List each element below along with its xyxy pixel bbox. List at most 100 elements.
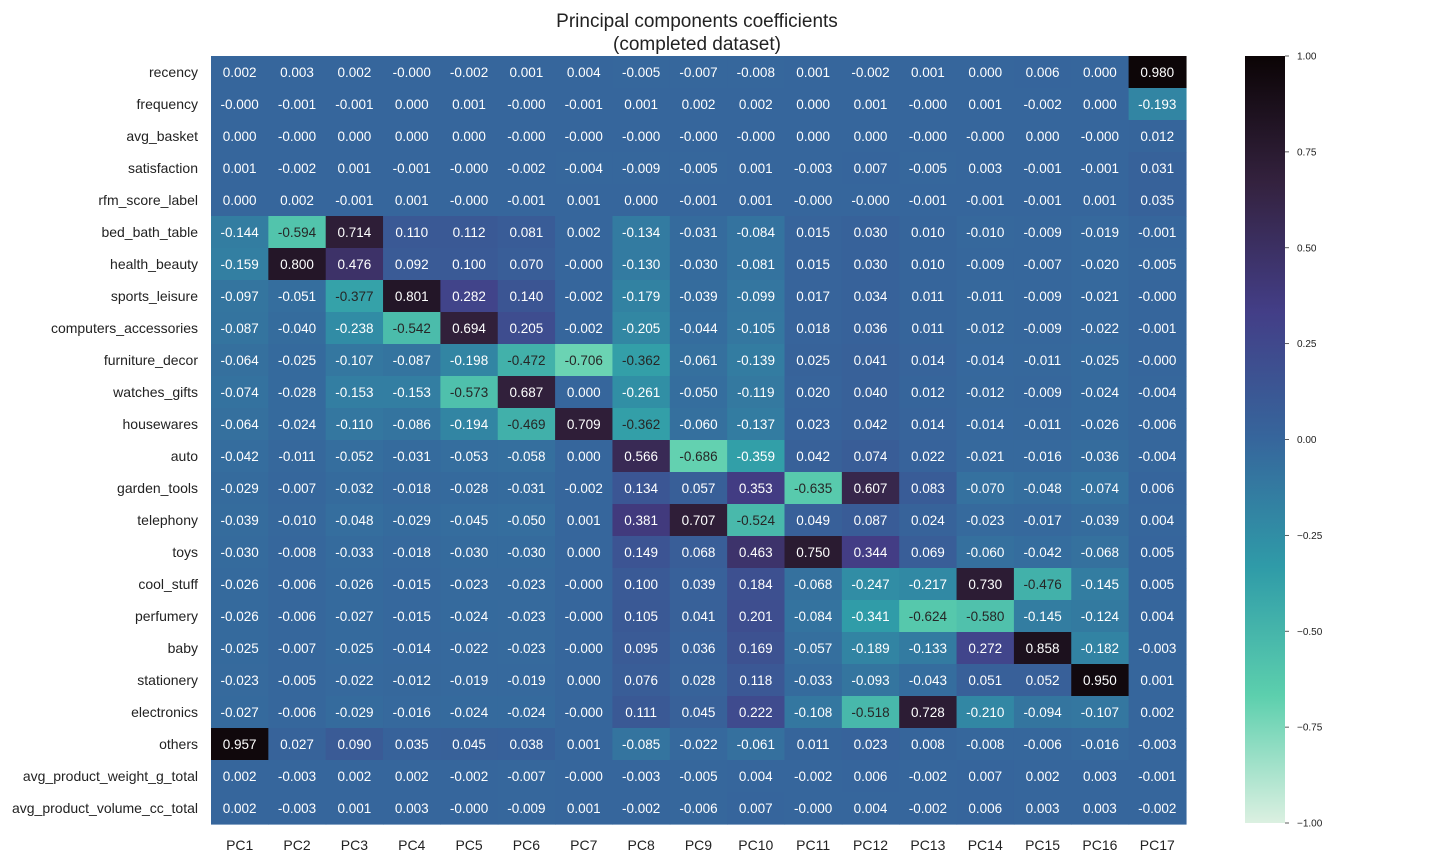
row-label: toys <box>172 544 198 560</box>
heatmap-cell <box>727 408 786 441</box>
cell-value-label: -0.085 <box>622 737 660 752</box>
heatmap-cell <box>612 152 671 185</box>
heatmap-cell <box>211 472 269 505</box>
cell-value-label: -0.039 <box>679 289 717 304</box>
heatmap-cell <box>211 88 269 121</box>
cell-value-label: 0.035 <box>1140 193 1174 208</box>
cell-value-label: 0.006 <box>1140 481 1174 496</box>
heatmap-cell <box>841 216 900 249</box>
cell-value-label: -0.057 <box>794 641 832 656</box>
colorbar-tick-label: −1.00 <box>1297 819 1323 830</box>
heatmap-cell <box>383 120 441 153</box>
heatmap-cell <box>727 632 786 665</box>
cell-value-label: -0.000 <box>507 129 545 144</box>
heatmap-cell <box>268 248 327 281</box>
cell-value-label: 0.095 <box>624 641 658 656</box>
cell-value-label: -0.004 <box>565 161 604 176</box>
heatmap-cell <box>956 632 1015 665</box>
colorbar-tick-label: 0.75 <box>1297 147 1317 158</box>
cell-value-label: 0.001 <box>223 161 257 176</box>
cell-value-label: 0.010 <box>911 257 945 272</box>
heatmap-cell <box>1128 600 1187 633</box>
heatmap-cell <box>784 568 843 601</box>
cell-value-label: -0.048 <box>1023 481 1061 496</box>
heatmap-cell <box>956 696 1015 729</box>
cell-value-label: 0.068 <box>682 545 716 560</box>
cell-value-label: 0.015 <box>796 225 830 240</box>
heatmap-cell <box>669 408 728 441</box>
heatmap-cell <box>1071 408 1130 441</box>
heatmap-cell <box>727 344 786 377</box>
cell-value-label: 0.607 <box>854 481 888 496</box>
heatmap-cell <box>211 568 269 601</box>
cell-value-label: -0.189 <box>851 641 889 656</box>
cell-value-label: -0.070 <box>966 481 1004 496</box>
cell-value-label: -0.024 <box>450 705 489 720</box>
cell-value-label: 0.707 <box>682 513 716 528</box>
cell-value-label: 0.105 <box>624 609 658 624</box>
heatmap-cell <box>211 152 269 185</box>
row-label: frequency <box>137 96 198 112</box>
heatmap-cell <box>555 312 614 345</box>
cell-value-label: 0.000 <box>452 129 486 144</box>
column-label: PC12 <box>853 837 888 853</box>
heatmap-cell <box>268 408 327 441</box>
heatmap-cell <box>497 120 556 153</box>
cell-value-label: 0.001 <box>337 801 371 816</box>
heatmap-cell <box>268 280 327 313</box>
heatmap-cell <box>956 152 1015 185</box>
row-label: telephony <box>137 512 198 528</box>
cell-value-label: -0.016 <box>1023 449 1061 464</box>
cell-value-label: 0.002 <box>223 65 257 80</box>
cell-value-label: -0.000 <box>851 193 889 208</box>
cell-value-label: 0.272 <box>968 641 1002 656</box>
heatmap-cell <box>497 280 556 313</box>
cell-value-label: -0.000 <box>909 97 947 112</box>
cell-value-label: -0.010 <box>966 225 1004 240</box>
heatmap-cell <box>727 600 786 633</box>
cell-value-label: 0.001 <box>911 65 945 80</box>
cell-value-label: -0.008 <box>737 65 775 80</box>
chart-title-line-2: (completed dataset) <box>613 34 781 55</box>
cell-value-label: 0.040 <box>854 385 888 400</box>
cell-value-label: -0.362 <box>622 417 660 432</box>
heatmap-cell <box>841 248 900 281</box>
cell-value-label: -0.033 <box>794 673 832 688</box>
heatmap-cell <box>383 408 441 441</box>
cell-value-label: 0.090 <box>337 737 371 752</box>
cell-value-label: 0.000 <box>1083 65 1117 80</box>
heatmap-cell <box>268 472 327 505</box>
cell-value-label: 0.007 <box>739 801 773 816</box>
cell-value-label: -0.023 <box>221 673 259 688</box>
cell-value-label: 0.025 <box>796 353 830 368</box>
heatmap-cell <box>784 760 843 793</box>
column-label: PC16 <box>1082 837 1117 853</box>
cell-value-label: -0.003 <box>1138 641 1176 656</box>
cell-value-label: -0.011 <box>1024 417 1061 432</box>
column-label: PC4 <box>398 837 425 853</box>
cell-value-label: -0.019 <box>450 673 488 688</box>
cell-value-label: 0.957 <box>223 737 257 752</box>
heatmap-cell <box>612 600 671 633</box>
heatmap-cell <box>899 216 958 249</box>
heatmap-cell <box>325 376 384 409</box>
heatmap-cell <box>383 152 441 185</box>
cell-value-label: 0.003 <box>395 801 429 816</box>
cell-value-label: 0.001 <box>1140 673 1174 688</box>
cell-value-label: -0.002 <box>1138 801 1176 816</box>
heatmap-cell <box>440 56 499 89</box>
heatmap-cell <box>612 472 671 505</box>
heatmap-cell <box>784 312 843 345</box>
heatmap-cell <box>268 152 327 185</box>
cell-value-label: 0.006 <box>968 801 1002 816</box>
heatmap-cell <box>383 632 441 665</box>
cell-value-label: 0.858 <box>1026 641 1060 656</box>
cell-value-label: -0.028 <box>450 481 488 496</box>
colorbar-tick-label: 0.25 <box>1297 339 1317 350</box>
heatmap-cell <box>440 440 499 473</box>
heatmap-cell <box>497 376 556 409</box>
cell-value-label: -0.001 <box>679 193 717 208</box>
cell-value-label: 0.004 <box>567 65 601 80</box>
heatmap-cell <box>956 408 1015 441</box>
heatmap-cell <box>1128 664 1187 697</box>
